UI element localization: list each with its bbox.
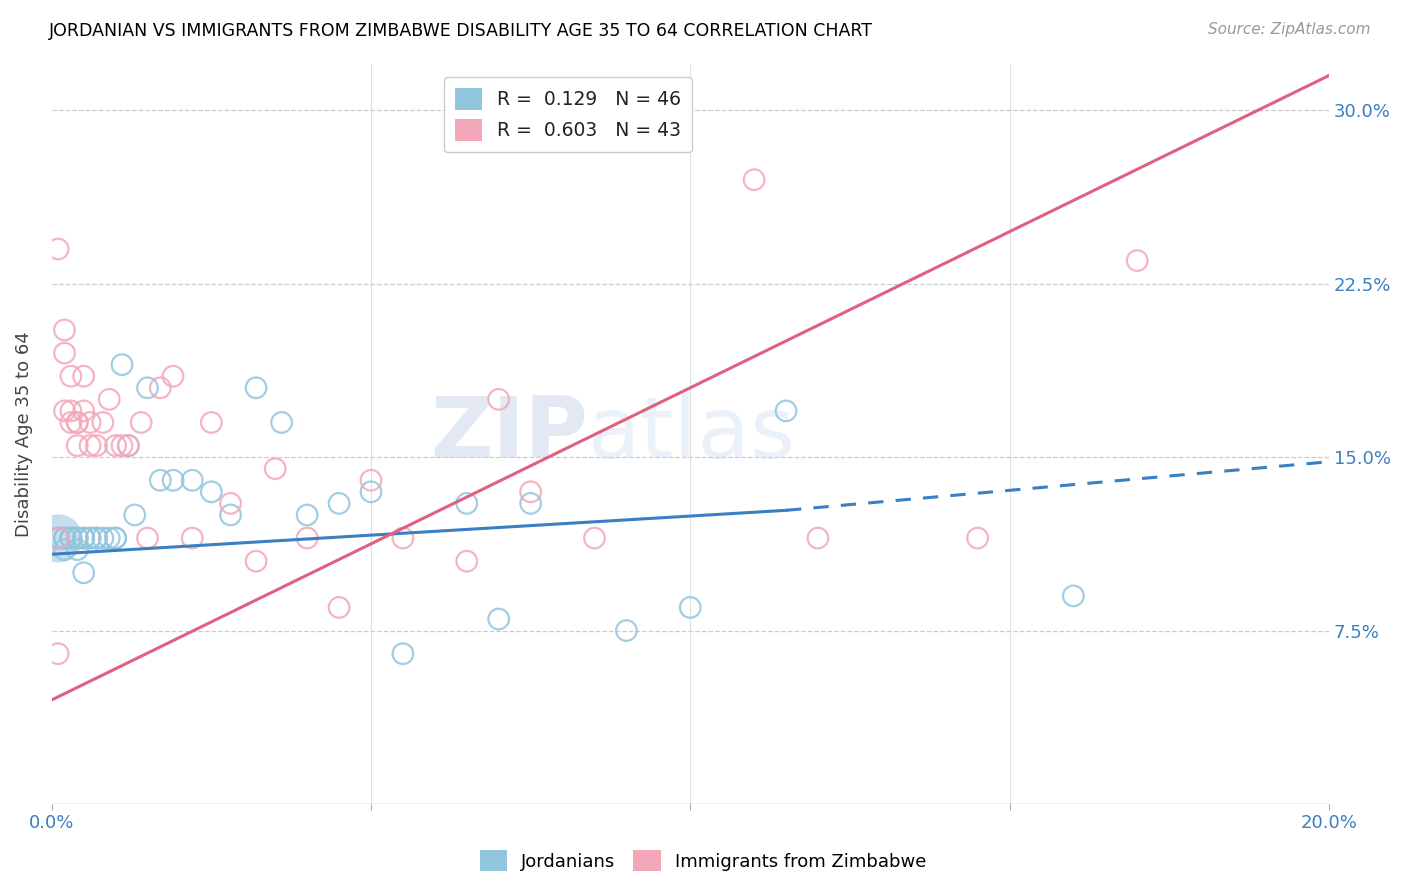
Point [360, 484, 382, 499]
Text: ZIP: ZIP [430, 392, 588, 475]
Point [66, 416, 89, 430]
Point [807, 531, 830, 545]
Point [149, 473, 172, 487]
Point [66, 531, 89, 545]
Point [583, 531, 606, 545]
Point [519, 496, 541, 510]
Point [79, 416, 101, 430]
Point [46, 531, 69, 545]
Point [59, 531, 82, 545]
Point [73, 404, 96, 418]
Text: JORDANIAN VS IMMIGRANTS FROM ZIMBABWE DISABILITY AGE 35 TO 64 CORRELATION CHART: JORDANIAN VS IMMIGRANTS FROM ZIMBABWE DI… [49, 22, 873, 40]
Point [104, 439, 127, 453]
Point [181, 531, 204, 545]
Point [73, 566, 96, 580]
Point [53, 346, 76, 360]
Point [59, 416, 82, 430]
Text: atlas: atlas [588, 392, 796, 475]
Point [616, 624, 638, 638]
Point [53, 404, 76, 418]
Point [104, 531, 127, 545]
Point [200, 484, 222, 499]
Point [111, 358, 134, 372]
Point [46, 531, 69, 545]
Point [91, 416, 114, 430]
Point [86, 439, 108, 453]
Legend: R =  0.129   N = 46, R =  0.603   N = 43: R = 0.129 N = 46, R = 0.603 N = 43 [444, 77, 692, 153]
Point [46, 531, 69, 545]
Point [79, 439, 101, 453]
Point [264, 461, 287, 475]
Point [245, 554, 267, 568]
Point [46, 531, 69, 545]
Point [181, 473, 204, 487]
Point [456, 496, 478, 510]
Point [136, 531, 159, 545]
Point [488, 612, 510, 626]
Legend: Jordanians, Immigrants from Zimbabwe: Jordanians, Immigrants from Zimbabwe [472, 843, 934, 879]
Point [742, 172, 765, 186]
Point [129, 416, 152, 430]
Point [98, 392, 121, 407]
Point [149, 381, 172, 395]
Point [104, 531, 127, 545]
Point [73, 531, 96, 545]
Y-axis label: Disability Age 35 to 64: Disability Age 35 to 64 [15, 331, 32, 537]
Point [66, 531, 89, 545]
Point [136, 381, 159, 395]
Point [295, 531, 318, 545]
Point [117, 439, 139, 453]
Point [98, 531, 121, 545]
Point [295, 508, 318, 522]
Point [162, 473, 184, 487]
Point [73, 369, 96, 384]
Point [111, 439, 134, 453]
Point [59, 531, 82, 545]
Point [59, 531, 82, 545]
Point [73, 531, 96, 545]
Point [775, 404, 797, 418]
Point [245, 381, 267, 395]
Point [1062, 589, 1084, 603]
Point [86, 531, 108, 545]
Point [79, 531, 101, 545]
Point [328, 600, 350, 615]
Point [219, 508, 242, 522]
Point [86, 531, 108, 545]
Point [392, 531, 415, 545]
Point [200, 416, 222, 430]
Point [679, 600, 702, 615]
Point [519, 484, 541, 499]
Point [79, 531, 101, 545]
Point [966, 531, 988, 545]
Point [124, 508, 146, 522]
Point [53, 542, 76, 557]
Point [53, 531, 76, 545]
Point [1126, 253, 1149, 268]
Point [270, 416, 292, 430]
Point [66, 416, 89, 430]
Point [456, 554, 478, 568]
Point [59, 369, 82, 384]
Point [59, 404, 82, 418]
Point [162, 369, 184, 384]
Point [117, 439, 139, 453]
Point [219, 496, 242, 510]
Point [392, 647, 415, 661]
Point [91, 531, 114, 545]
Point [66, 542, 89, 557]
Point [66, 439, 89, 453]
Point [488, 392, 510, 407]
Point [328, 496, 350, 510]
Point [53, 531, 76, 545]
Point [360, 473, 382, 487]
Point [46, 647, 69, 661]
Text: Source: ZipAtlas.com: Source: ZipAtlas.com [1208, 22, 1371, 37]
Point [46, 531, 69, 545]
Point [53, 323, 76, 337]
Point [46, 242, 69, 256]
Point [46, 531, 69, 545]
